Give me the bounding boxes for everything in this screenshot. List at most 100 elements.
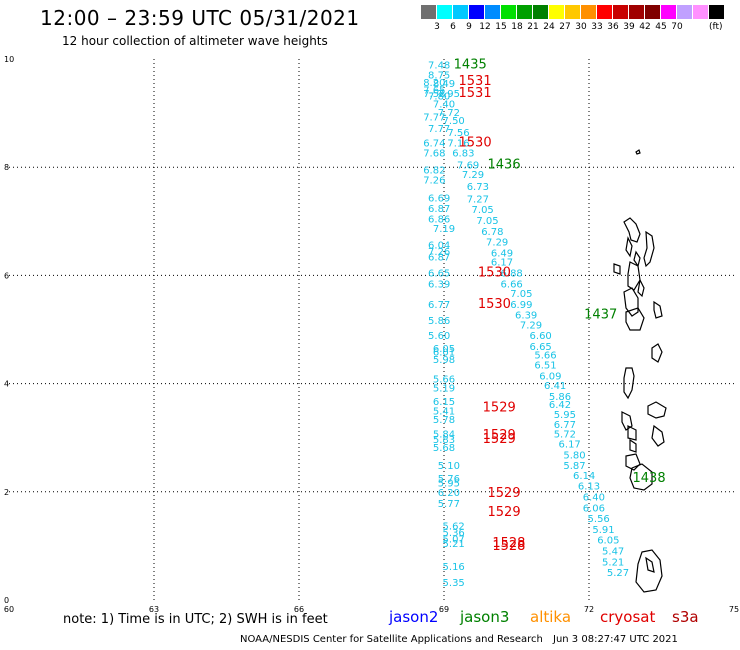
- island-outline: [635, 149, 641, 155]
- wave-height-value: 6.74: [423, 139, 445, 150]
- lon-tick-label: 69: [439, 605, 449, 614]
- maldives-island-outlines: [613, 149, 667, 593]
- wave-height-value: 6.15: [433, 397, 455, 408]
- color-scale-tick: 39: [623, 22, 635, 32]
- island-outline: [623, 367, 635, 400]
- lat-tick-label: 0: [4, 596, 9, 605]
- wave-height-value: 6.82: [423, 166, 445, 177]
- wave-height-value: 5.36: [443, 528, 465, 539]
- island-outline: [651, 424, 665, 447]
- color-swatch: [421, 5, 436, 19]
- color-swatch: [709, 5, 724, 19]
- wave-height-value: 5.86: [428, 316, 450, 327]
- color-swatch: [629, 5, 644, 19]
- wave-height-value: 7.29: [520, 320, 542, 331]
- pass-time-label: 1436: [488, 157, 521, 172]
- wave-height-value: 6.51: [534, 360, 556, 371]
- credit-line: NOAA/NESDIS Center for Satellite Applica…: [240, 634, 543, 645]
- island-outline: [629, 463, 653, 491]
- wave-height-value: 7.40: [433, 100, 455, 111]
- wave-height-value: 7.58: [423, 89, 445, 100]
- wave-height-value: 7.27: [467, 194, 489, 205]
- wave-height-value: 6.05: [597, 536, 619, 547]
- island-outline: [625, 307, 645, 331]
- island-outline: [629, 438, 637, 453]
- color-scale-tick: 70: [671, 22, 683, 32]
- legend-jason3: jason3: [460, 608, 510, 626]
- wave-height-value: 6.13: [578, 482, 600, 493]
- color-scale-tick: 30: [575, 22, 587, 32]
- wave-height-value: 7.26: [423, 175, 445, 186]
- wave-height-value: 5.35: [443, 578, 465, 589]
- legend-altika: altika: [530, 608, 572, 626]
- wave-height-value: 8.49: [433, 79, 455, 90]
- color-scale-tick: 12: [479, 22, 491, 32]
- wave-height-value: 6.39: [428, 279, 450, 290]
- wave-height-labels: 7.488.758.208.497.657.587.957.807.407.72…: [423, 61, 629, 589]
- lat-tick-label: 10: [4, 55, 14, 64]
- wave-height-value: 6.39: [515, 311, 537, 322]
- wave-height-value: 6.09: [539, 371, 561, 382]
- wave-height-value: 7.77: [428, 124, 450, 135]
- lon-tick-label: 60: [4, 605, 14, 614]
- wave-height-value: 7.80: [428, 92, 450, 103]
- wave-height-value: 5.95: [438, 478, 460, 489]
- color-swatch: [693, 5, 708, 19]
- wave-height-value: 7.05: [472, 205, 494, 216]
- lon-tick-label: 66: [294, 605, 304, 614]
- footnote: note: 1) Time is in UTC; 2) SWH is in fe…: [63, 612, 328, 627]
- wave-height-value: 6.49: [491, 248, 513, 259]
- wave-height-value: 5.07: [443, 535, 465, 546]
- wave-height-value: 5.62: [443, 522, 465, 533]
- island-outline: [627, 261, 641, 291]
- color-swatch: [469, 5, 484, 19]
- pass-time-label: 1530: [478, 265, 511, 280]
- pass-time-label: 1528: [492, 536, 525, 551]
- lat-tick-label: 6: [4, 271, 9, 280]
- lon-tick-label: 63: [149, 605, 159, 614]
- wave-height-value: 7.77: [423, 113, 445, 124]
- wave-height-value: 6.17: [491, 258, 513, 269]
- color-scale-tick: 42: [639, 22, 651, 32]
- island-outline: [647, 401, 667, 419]
- pass-time-label: 1529: [488, 505, 521, 520]
- wave-height-value: 7.65: [423, 86, 445, 97]
- lon-tick-label: 75: [729, 605, 739, 614]
- island-outline: [653, 300, 663, 319]
- wave-height-value: 6.04: [428, 240, 450, 251]
- island-outline: [637, 278, 645, 298]
- wave-height-value: 5.21: [443, 539, 465, 550]
- wave-height-value: 7.95: [438, 89, 460, 100]
- wave-height-value: 5.77: [438, 499, 460, 510]
- wave-height-value: 6.87: [428, 204, 450, 215]
- color-swatch: [549, 5, 564, 19]
- wave-height-value: 7.26: [428, 247, 450, 258]
- wave-height-value: 6.06: [583, 503, 605, 514]
- wave-height-value: 7.48: [428, 61, 450, 72]
- wave-height-value: 6.66: [501, 279, 523, 290]
- color-swatch: [517, 5, 532, 19]
- color-swatch: [645, 5, 660, 19]
- pass-time-label: 1530: [478, 297, 511, 312]
- legend-cryosat: cryosat: [600, 608, 656, 626]
- wave-height-value: 6.83: [452, 148, 474, 159]
- color-swatch: [453, 5, 468, 19]
- color-scale-tick: 36: [607, 22, 619, 32]
- wave-height-value: 5.19: [433, 384, 455, 395]
- color-scale-tick: 3: [434, 22, 440, 32]
- wave-height-value: 6.73: [467, 182, 489, 193]
- wave-height-value: 8.75: [428, 70, 450, 81]
- pass-time-label: 1531: [459, 86, 492, 101]
- island-outline: [645, 556, 655, 573]
- wave-height-value: 6.05: [433, 344, 455, 355]
- island-outline: [625, 453, 641, 471]
- wave-height-value: 5.60: [428, 331, 450, 342]
- pass-time-label: 1528: [492, 539, 525, 554]
- wave-height-value: 5.80: [563, 450, 585, 461]
- lon-tick-label: 72: [584, 605, 594, 614]
- wave-height-value: 5.76: [438, 474, 460, 485]
- color-swatch: [485, 5, 500, 19]
- wave-height-value: 7.16: [447, 139, 469, 150]
- wave-height-value: 7.69: [457, 160, 479, 171]
- wave-height-value: 7.50: [443, 116, 465, 127]
